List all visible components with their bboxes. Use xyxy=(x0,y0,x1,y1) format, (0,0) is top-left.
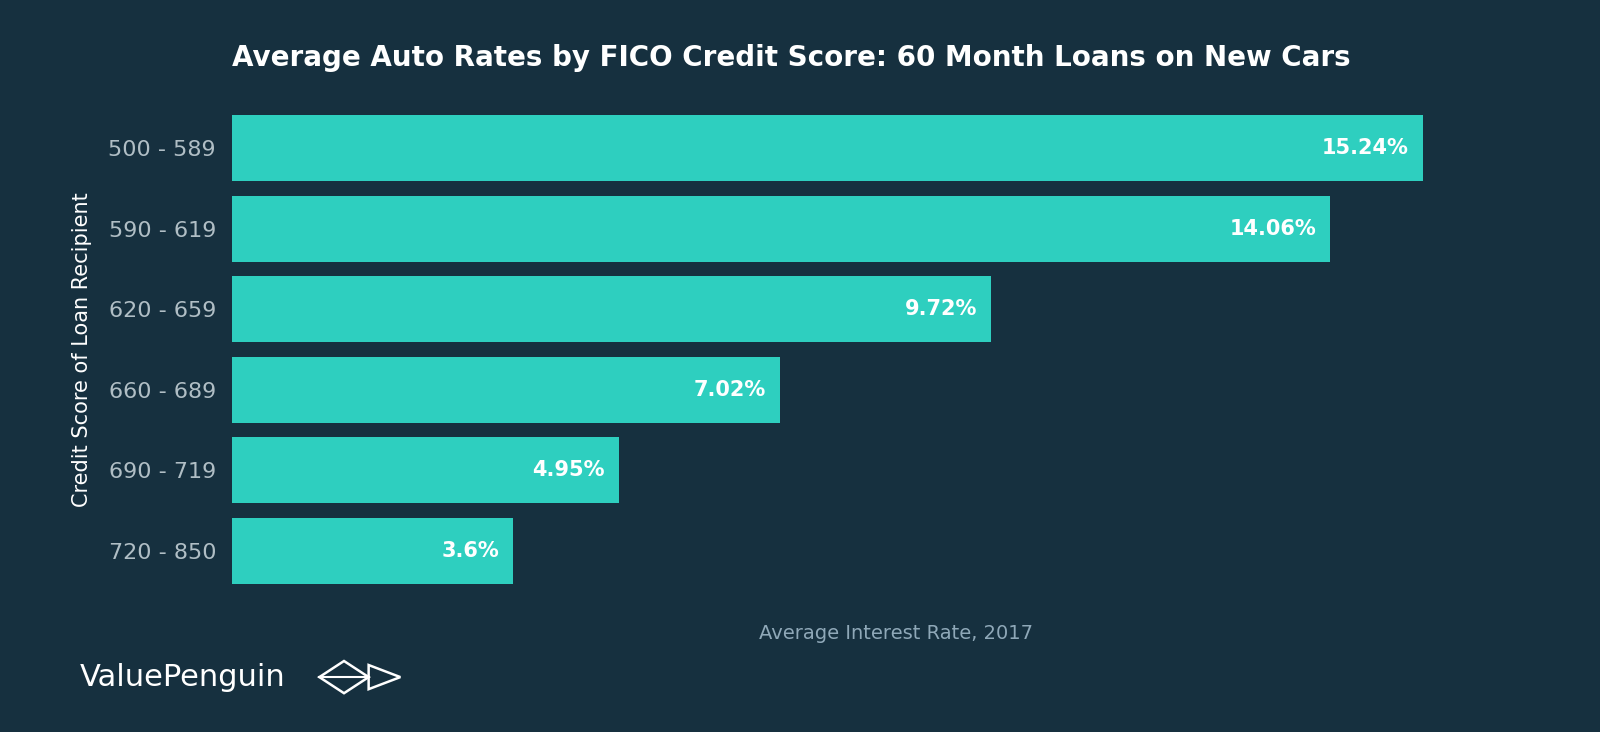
Bar xyxy=(232,195,1330,261)
Bar xyxy=(232,438,619,504)
Text: 15.24%: 15.24% xyxy=(1322,138,1408,158)
Text: 7.02%: 7.02% xyxy=(694,380,766,400)
Text: 9.72%: 9.72% xyxy=(906,299,978,319)
Text: 4.95%: 4.95% xyxy=(533,460,605,480)
Text: 3.6%: 3.6% xyxy=(442,541,499,561)
Bar xyxy=(232,276,992,343)
Text: 14.06%: 14.06% xyxy=(1229,219,1317,239)
X-axis label: Average Interest Rate, 2017: Average Interest Rate, 2017 xyxy=(758,624,1034,643)
Bar xyxy=(232,518,514,584)
Text: ValuePenguin: ValuePenguin xyxy=(80,662,286,692)
Y-axis label: Credit Score of Loan Recipient: Credit Score of Loan Recipient xyxy=(72,193,91,507)
Bar xyxy=(232,356,781,423)
Bar xyxy=(232,115,1422,181)
Text: Average Auto Rates by FICO Credit Score: 60 Month Loans on New Cars: Average Auto Rates by FICO Credit Score:… xyxy=(232,45,1350,72)
